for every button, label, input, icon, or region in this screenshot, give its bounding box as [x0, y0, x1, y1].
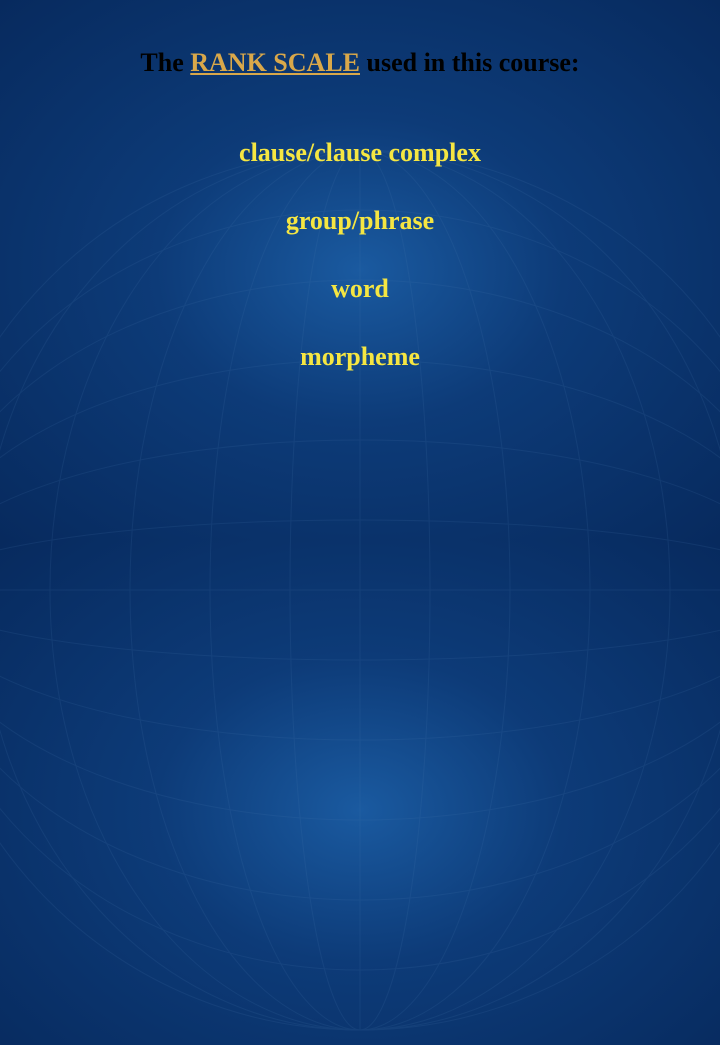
title-prefix: The: [140, 48, 190, 77]
slide-content: The RANK SCALE used in this course: clau…: [0, 0, 720, 540]
rank-item: clause/clause complex: [0, 138, 720, 168]
rank-item: group/phrase: [0, 206, 720, 236]
title-highlight: RANK SCALE: [190, 48, 360, 77]
rank-item: morpheme: [0, 342, 720, 372]
rank-item: word: [0, 274, 720, 304]
slide-title: The RANK SCALE used in this course:: [0, 48, 720, 78]
title-suffix: used in this course:: [360, 48, 580, 77]
